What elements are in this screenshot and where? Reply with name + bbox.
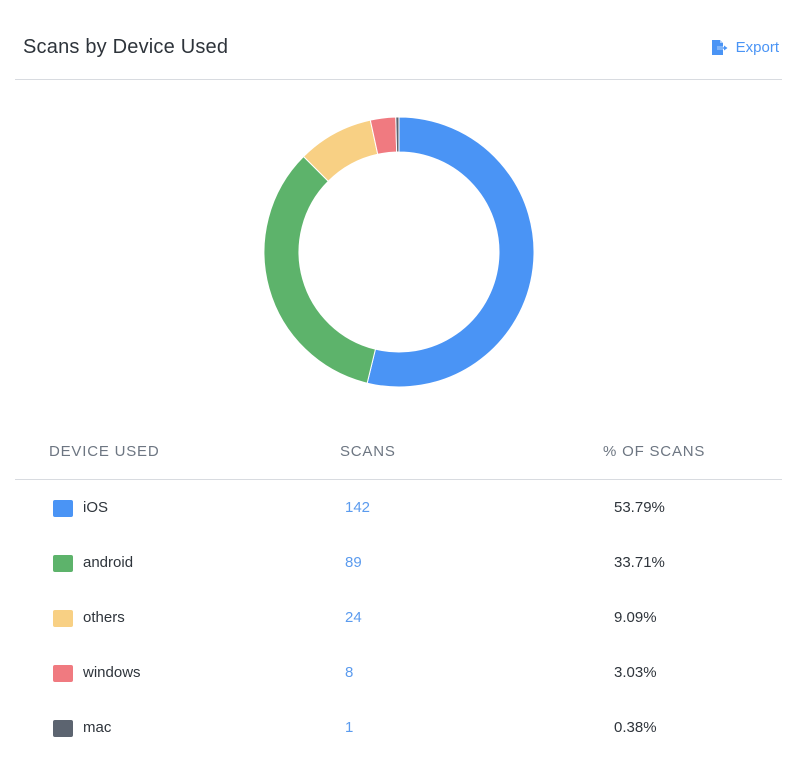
table-row: android 89 33.71% <box>0 535 795 590</box>
scan-percent: 0.38% <box>614 719 657 736</box>
legend-swatch <box>53 720 73 737</box>
export-button[interactable]: Export <box>711 39 779 56</box>
scan-percent: 3.03% <box>614 664 657 681</box>
donut-slice-android[interactable] <box>264 155 377 384</box>
column-header-scans: SCANS <box>340 443 396 460</box>
table-row: mac 1 0.38% <box>0 700 795 755</box>
scan-count-link[interactable]: 8 <box>345 664 354 681</box>
device-name: windows <box>83 664 141 681</box>
device-name: others <box>83 609 125 626</box>
scan-count-link[interactable]: 142 <box>345 499 371 516</box>
card-header: Scans by Device Used Export <box>0 0 795 80</box>
scan-percent: 53.79% <box>614 499 665 516</box>
donut-chart <box>264 117 534 387</box>
table-row: windows 8 3.03% <box>0 645 795 700</box>
donut-slice-ios[interactable] <box>366 117 534 387</box>
legend-swatch <box>53 555 73 572</box>
device-name: mac <box>83 719 112 736</box>
export-file-icon <box>711 39 729 56</box>
card-title: Scans by Device Used <box>23 36 229 58</box>
legend-swatch <box>53 500 73 517</box>
table-row: others 24 9.09% <box>0 590 795 645</box>
scan-percent: 9.09% <box>614 609 657 626</box>
export-label: Export <box>735 39 779 56</box>
legend-swatch <box>53 665 73 682</box>
scan-percent: 33.71% <box>614 554 665 571</box>
device-name: android <box>83 554 134 571</box>
table-row: iOS 142 53.79% <box>0 480 795 535</box>
column-header-percent-of-scans: % OF SCANS <box>603 443 706 460</box>
scan-count-link[interactable]: 24 <box>345 609 362 626</box>
column-header-device-used: DEVICE USED <box>49 443 160 460</box>
scan-count-link[interactable]: 1 <box>345 719 354 736</box>
table-divider <box>15 479 782 480</box>
table-header: DEVICE USED SCANS % OF SCANS <box>0 440 795 464</box>
scan-count-link[interactable]: 89 <box>345 554 362 571</box>
donut-slice-mac[interactable] <box>395 117 400 153</box>
header-divider <box>15 79 782 80</box>
legend-swatch <box>53 610 73 627</box>
device-name: iOS <box>83 499 109 516</box>
